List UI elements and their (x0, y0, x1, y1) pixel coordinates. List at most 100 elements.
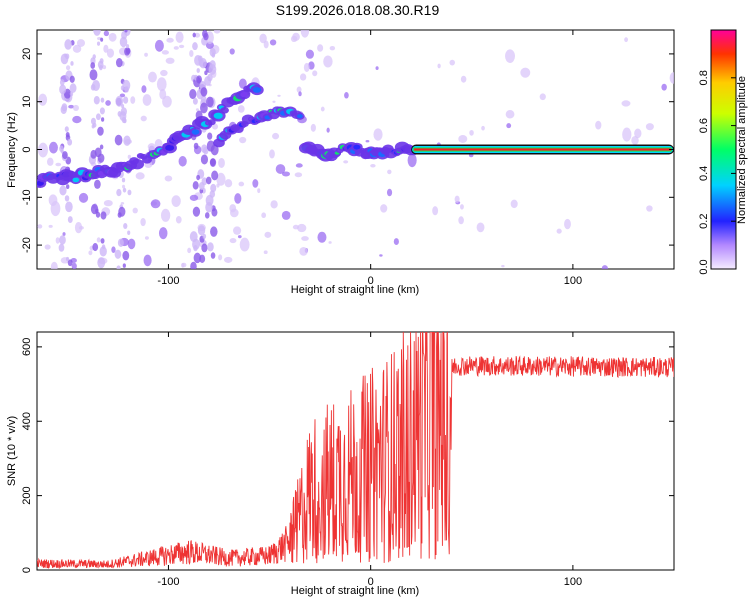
noise-blob (88, 250, 93, 256)
noise-blob (127, 154, 131, 159)
noise-streak (204, 212, 210, 219)
chart-title: S199.2026.018.08.30.R19 (275, 2, 440, 18)
noise-streak (100, 238, 105, 244)
noise-blob (237, 235, 242, 239)
noise-blob (469, 129, 474, 136)
noise-blob (229, 204, 237, 213)
noise-blob (387, 169, 392, 175)
noise-streak (189, 89, 197, 100)
noise-streak (90, 203, 99, 215)
noise-blob (269, 39, 277, 46)
noise-blob (224, 179, 233, 188)
ridge-core (165, 144, 175, 151)
noise-blob (229, 48, 235, 55)
noise-streak (189, 231, 198, 243)
noise-blob (310, 123, 316, 132)
noise-blob (437, 63, 441, 69)
noise-blob (460, 204, 464, 210)
noise-blob (218, 157, 225, 168)
noise-streak (117, 238, 124, 247)
noise-streak (92, 79, 100, 92)
y-tick-label: 600 (21, 338, 33, 356)
noise-streak (204, 70, 208, 76)
noise-blob (301, 236, 309, 241)
noise-blob (44, 244, 51, 250)
noise-blob (55, 162, 62, 167)
y-tick-label: -20 (21, 237, 33, 253)
noise-streak (95, 113, 101, 121)
noise-blob (501, 264, 505, 268)
spectrogram-xlabel: Height of straight line (km) (291, 284, 419, 296)
noise-blob (103, 44, 109, 53)
noise-blob (631, 135, 639, 145)
noise-streak (67, 216, 73, 223)
noise-blob (269, 149, 275, 159)
noise-streak (99, 144, 104, 150)
noise-blob (135, 172, 145, 180)
noise-blob (505, 110, 515, 119)
noise-blob (140, 217, 146, 227)
noise-blob (120, 201, 125, 205)
noise-streak (202, 146, 209, 155)
noise-blob (263, 40, 269, 49)
noise-blob (154, 138, 163, 149)
noise-blob (294, 172, 303, 178)
noise-blob (375, 66, 379, 71)
noise-blob (264, 231, 272, 238)
noise-blob (407, 153, 417, 168)
noise-blob (189, 194, 199, 201)
noise-blob (141, 85, 147, 93)
noise-streak (59, 79, 65, 86)
noise-blob (365, 140, 370, 143)
noise-blob (601, 265, 609, 269)
noise-streak (207, 132, 213, 140)
noise-blob (148, 71, 157, 83)
colorbar-tick-label: 0.0 (698, 259, 710, 274)
noise-streak (192, 206, 201, 217)
noise-blob (303, 62, 310, 72)
y-tick-label: 10 (21, 96, 33, 108)
noise-streak (127, 189, 132, 196)
noise-streak (201, 177, 208, 186)
noise-blob (308, 61, 315, 70)
noise-streak (65, 131, 70, 138)
ridge-core (72, 177, 80, 183)
noise-streak (122, 263, 126, 268)
noise-streak (197, 225, 206, 236)
noise-blob (238, 181, 245, 187)
ridge-core (353, 144, 361, 150)
noise-blob (506, 123, 512, 129)
noise-streak (62, 151, 68, 160)
noise-blob (520, 67, 531, 78)
noise-blob (76, 39, 86, 47)
noise-streak (196, 68, 200, 73)
noise-blob (38, 93, 48, 106)
noise-streak (125, 47, 131, 55)
noise-blob (216, 183, 220, 188)
colorbar (711, 30, 736, 269)
noise-blob (160, 208, 171, 222)
noise-blob (476, 222, 485, 233)
noise-blob (323, 55, 333, 68)
noise-streak (114, 249, 122, 259)
noise-blob (187, 247, 192, 254)
noise-streak (200, 95, 207, 104)
noise-streak (60, 105, 67, 115)
noise-streak (193, 252, 202, 264)
noise-blob (106, 48, 115, 58)
noise-streak (199, 254, 206, 264)
noise-blob (299, 246, 308, 256)
noise-blob (282, 171, 290, 177)
noise-blob (50, 201, 61, 217)
noise-blob (49, 141, 58, 154)
noise-blob (205, 41, 214, 49)
colorbar-tick-label: 0.6 (698, 118, 710, 133)
noise-streak (93, 30, 101, 36)
noise-blob (481, 125, 485, 131)
colorbar-tick-label: 0.4 (698, 166, 710, 181)
noise-streak (97, 257, 106, 269)
noise-streak (192, 32, 196, 38)
noise-blob (252, 179, 259, 188)
noise-blob (386, 188, 393, 197)
